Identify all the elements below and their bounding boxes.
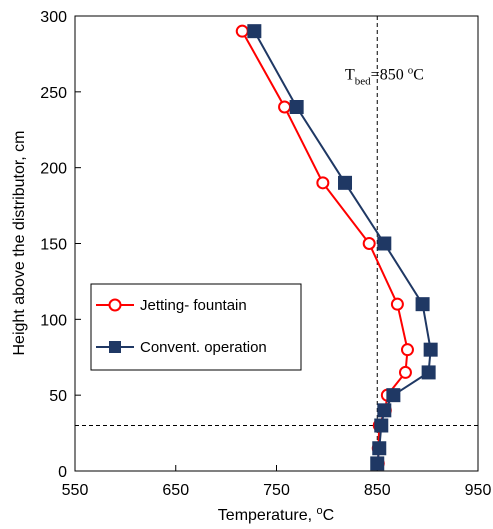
series-group	[235, 24, 438, 471]
data-point	[370, 456, 385, 471]
x-tick-label: 950	[465, 482, 492, 499]
data-point	[400, 343, 414, 357]
x-tick-label: 750	[263, 482, 290, 499]
data-point	[398, 365, 412, 379]
data-point	[377, 403, 392, 418]
legend: Jetting- fountain Convent. operation	[90, 283, 302, 371]
x-tick-label: 550	[62, 482, 89, 499]
data-point	[386, 388, 401, 403]
legend-marker-convent	[109, 341, 121, 353]
data-point	[289, 100, 304, 114]
legend-label-convent: Convent. operation	[140, 339, 267, 356]
y-tick-label: 200	[40, 161, 67, 178]
y-tick-label: 100	[40, 312, 67, 329]
x-axis-title-unit: C	[323, 507, 335, 524]
x-axis-title-text: Temperature,	[218, 507, 317, 524]
x-tick-label: 650	[162, 482, 189, 499]
data-point	[247, 24, 262, 39]
data-point	[415, 297, 430, 312]
data-point	[423, 342, 438, 357]
x-axis-title-unit-sup: o	[317, 505, 323, 517]
y-tick-label: 0	[58, 464, 67, 481]
data-point	[390, 297, 404, 311]
plot-area	[74, 15, 479, 472]
legend-box	[90, 283, 302, 371]
y-tick-label: 300	[40, 9, 67, 26]
y-tick-label: 150	[40, 237, 67, 254]
x-tick-label: 850	[364, 482, 391, 499]
data-point	[235, 24, 249, 38]
bed-temperature-annotation: Tbed=850 oC	[345, 65, 424, 88]
legend-marker-jetting	[108, 298, 122, 312]
data-point	[377, 236, 392, 251]
axis-ticks: 550 650 750 850 950 0 50 100 150 200 250 300	[40, 9, 491, 499]
legend-label-jetting: Jetting- fountain	[140, 297, 247, 314]
y-axis-title: Height above the distributor, cm	[11, 130, 28, 355]
y-tick-label: 50	[49, 388, 67, 405]
data-point	[372, 441, 387, 456]
reference-lines	[75, 16, 478, 471]
y-tick-label: 250	[40, 85, 67, 102]
data-point	[421, 365, 436, 380]
data-point	[362, 237, 376, 250]
data-point	[374, 418, 389, 433]
data-point	[316, 176, 330, 190]
x-axis-title: Temperature, oC	[218, 505, 334, 524]
data-point	[278, 100, 292, 114]
data-point	[338, 175, 353, 190]
annotation-group: Tbed=850 oC	[345, 65, 424, 88]
